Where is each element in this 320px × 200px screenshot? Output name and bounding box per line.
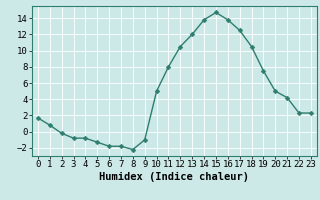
X-axis label: Humidex (Indice chaleur): Humidex (Indice chaleur): [100, 172, 249, 182]
